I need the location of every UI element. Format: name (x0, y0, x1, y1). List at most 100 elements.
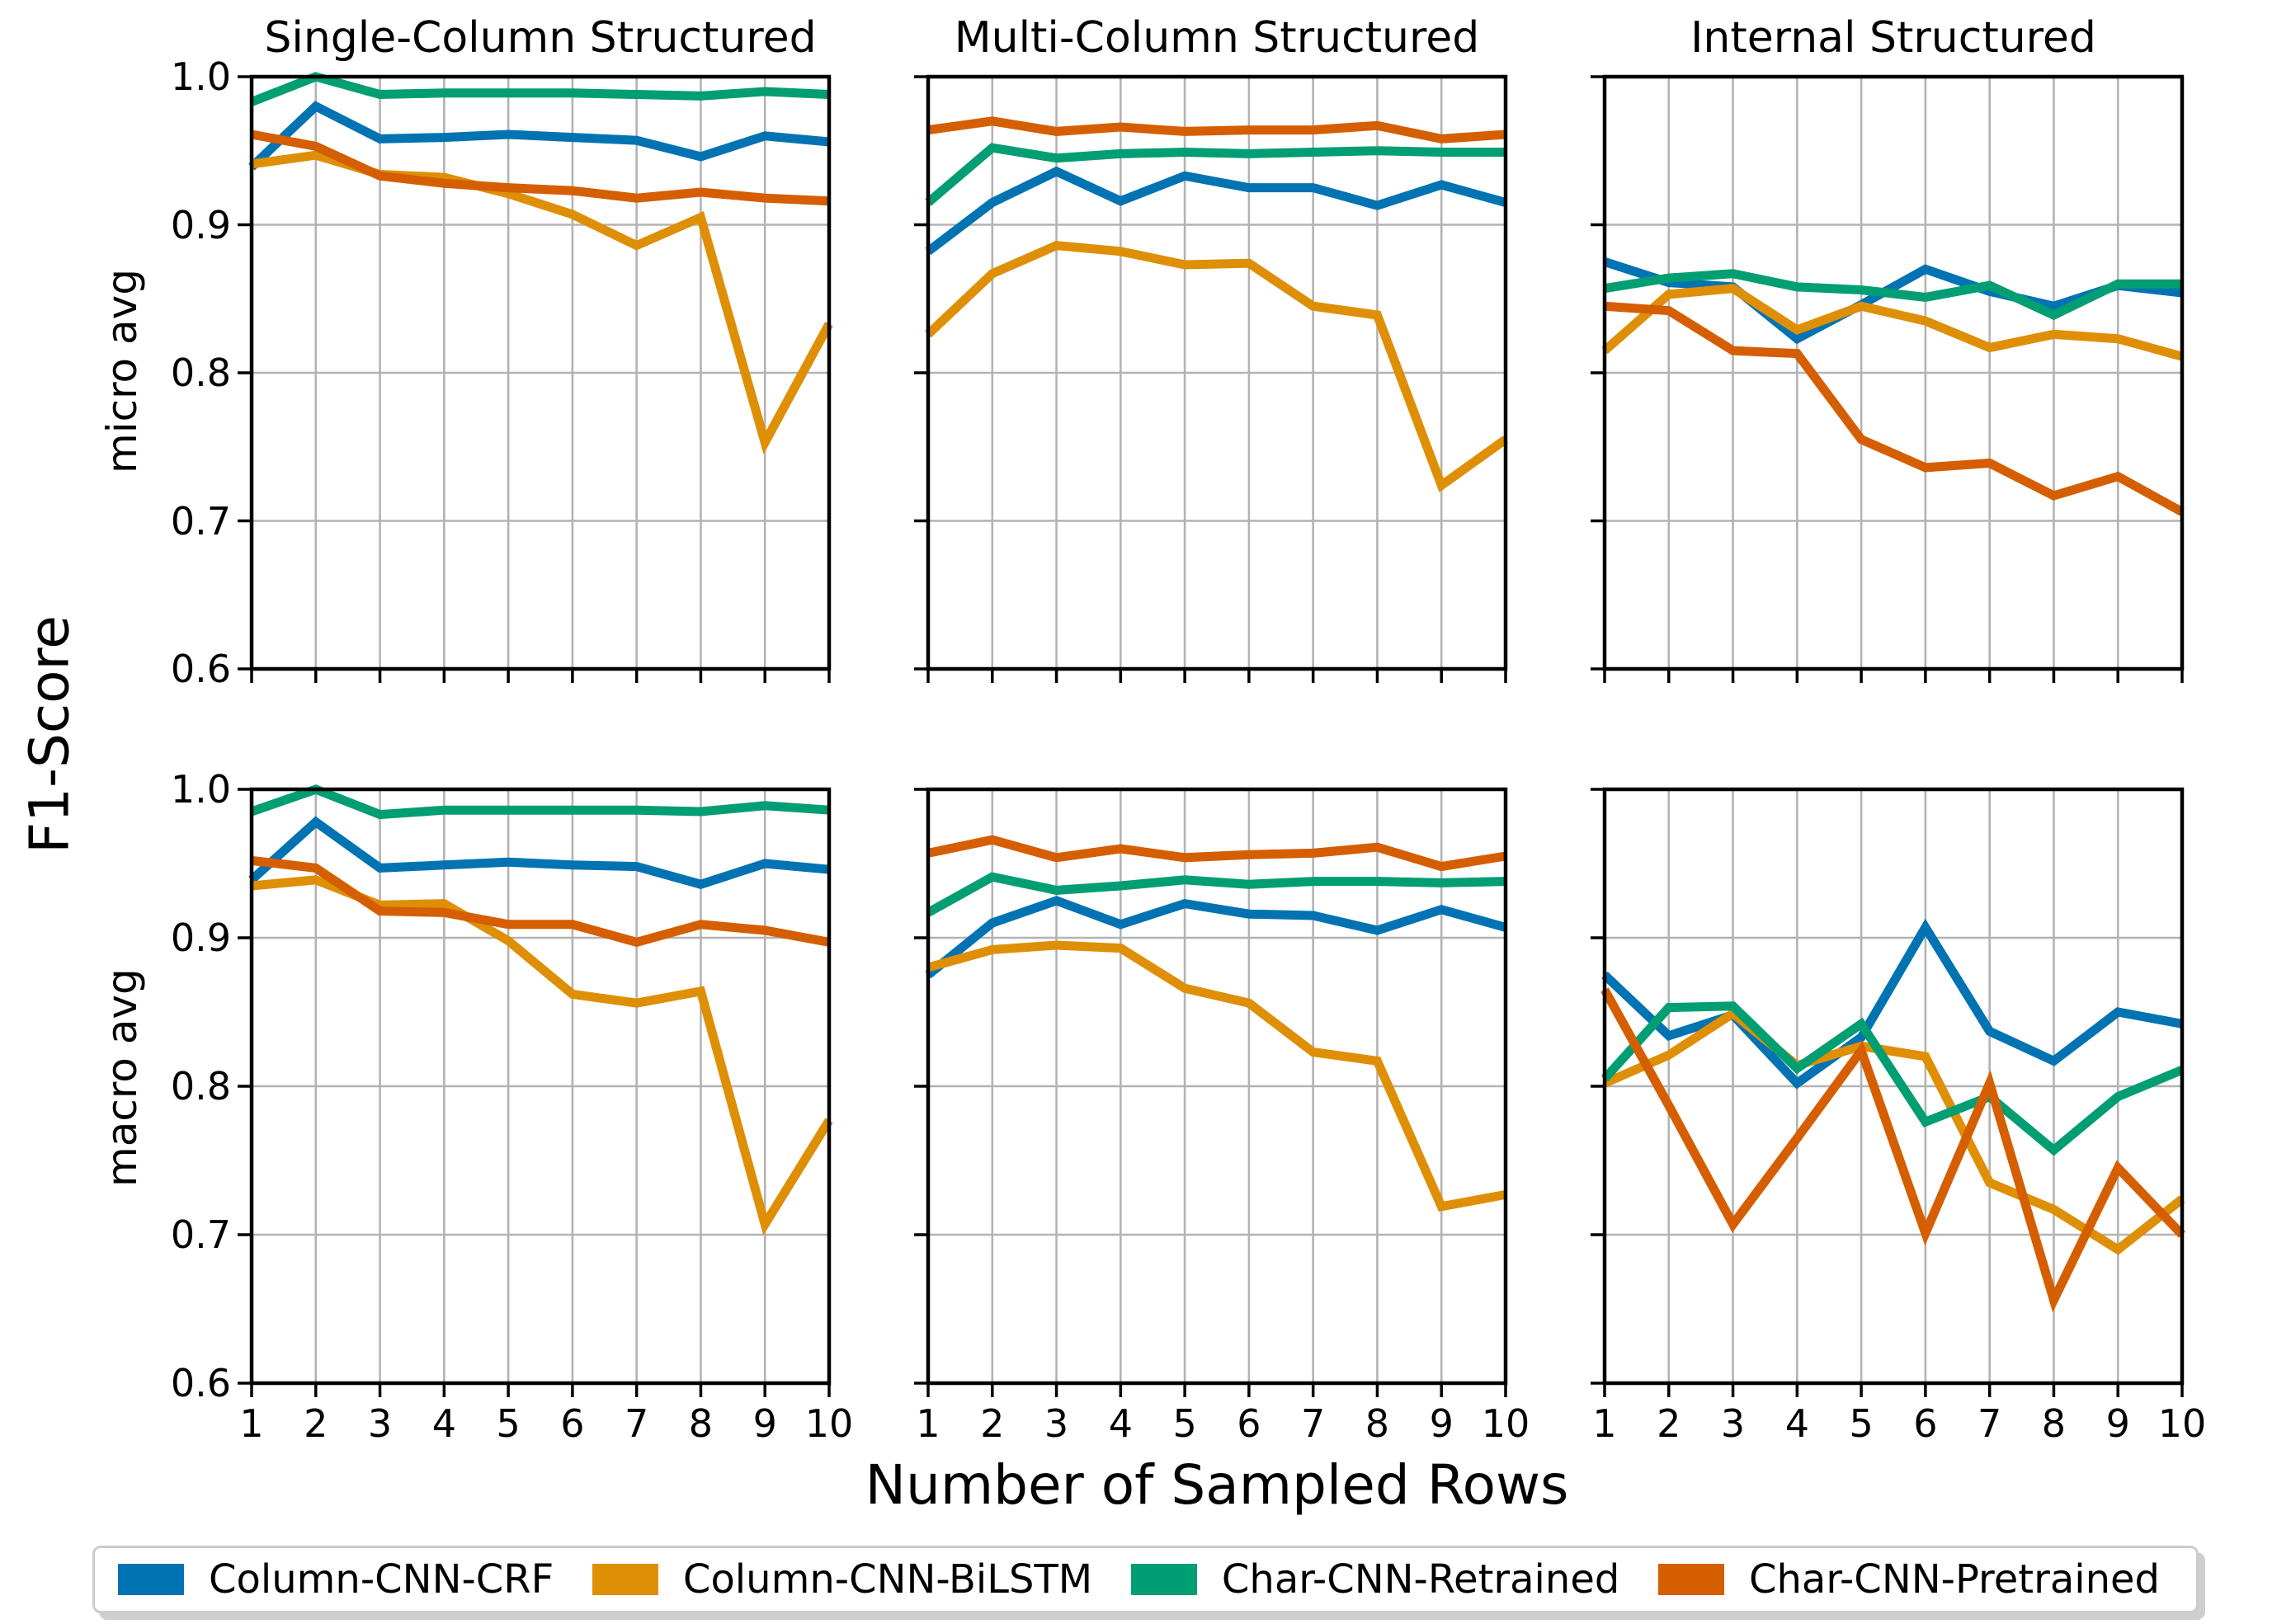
x-tick-label: 5 (1849, 1401, 1874, 1446)
x-tick-label: 7 (1978, 1401, 2002, 1446)
x-tick-label: 10 (804, 1401, 854, 1446)
series-line-column-cnn-bilstm (926, 940, 1507, 1212)
axes-spines (926, 787, 1508, 1386)
x-tick-label: 10 (2157, 1401, 2207, 1446)
series-line-char-cnn-pretrained (251, 855, 831, 948)
x-tick-label: 1 (239, 1401, 264, 1446)
axes-spines (1602, 787, 2185, 1386)
series-line-char-cnn-pretrained (251, 129, 830, 206)
subplot-micro-multi-column-structured (914, 74, 1509, 683)
y-tick-label: 0.9 (170, 202, 231, 247)
series-line-char-cnn-pretrained (927, 116, 1506, 144)
x-tick-label: 8 (2041, 1401, 2067, 1446)
x-tick-label: 2 (1657, 1401, 1681, 1446)
x-tick-label: 10 (1481, 1401, 1530, 1446)
y-tick-label: 1.0 (170, 54, 231, 99)
subplot-title-multi-column: Multi-Column Structured (954, 13, 1480, 63)
series-line-char-cnn-retrained (1604, 269, 2182, 321)
x-tick-label: 3 (367, 1401, 393, 1446)
subplot-macro-multi-column-structured (914, 787, 1508, 1397)
x-tick-label: 6 (1913, 1401, 1938, 1446)
y-tick-label: 0.9 (170, 916, 231, 960)
x-tick-label: 4 (1108, 1401, 1133, 1446)
x-tick-label: 3 (1720, 1401, 1746, 1446)
gridlines (1603, 77, 2184, 669)
legend-swatch-char-cnn-pretrained (1657, 1564, 1724, 1595)
x-tick-label: 7 (1301, 1401, 1326, 1446)
subplot-title-internal: Internal Structured (1690, 13, 2096, 63)
x-tick-label: 6 (560, 1401, 585, 1446)
subplot-title-single-column: Single-Column Structured (264, 13, 817, 63)
series-line-char-cnn-pretrained (1600, 987, 2185, 1313)
subplot-macro-single-column-structured (238, 784, 833, 1397)
axes-spines (249, 787, 832, 1386)
series-line-char-cnn-pretrained (926, 835, 1506, 872)
tick-marks (1591, 788, 2184, 1397)
series-line-column-cnn-crf (248, 101, 830, 171)
tick-marks (238, 75, 831, 683)
tick-marks (1591, 75, 2184, 683)
y-tick-label: 0.7 (170, 1212, 231, 1257)
legend-swatch-column-cnn-bilstm (592, 1564, 658, 1595)
y-tick-label: 1.0 (170, 767, 231, 812)
series-line-char-cnn-retrained (1600, 1001, 2185, 1156)
axes-spines (1602, 74, 2185, 671)
legend-entry-char-cnn-pretrained: Char-CNN-Pretrained (1657, 1556, 2160, 1603)
series-line-column-cnn-crf (248, 816, 830, 889)
series-line-column-cnn-bilstm (925, 241, 1509, 493)
legend-label-char-cnn-retrained: Char-CNN-Retrained (1221, 1556, 1620, 1603)
x-tick-label: 4 (1784, 1401, 1809, 1446)
y-tick-label: 0.6 (170, 1361, 231, 1405)
tick-marks (914, 788, 1507, 1397)
legend: Column-CNN-CRF Column-CNN-BiLSTM Char-CN… (92, 1546, 2199, 1613)
y-tick-label: 0.8 (170, 1064, 231, 1109)
y-axis-label: F1-Score (17, 615, 82, 854)
series-line-char-cnn-retrained (925, 143, 1506, 206)
subplot-macro-internal-structured (1591, 787, 2185, 1397)
tick-marks (914, 75, 1507, 683)
y-tick-label: 0.7 (170, 498, 231, 544)
x-tick-label: 7 (625, 1401, 649, 1446)
legend-entry-char-cnn-retrained: Char-CNN-Retrained (1130, 1556, 1620, 1603)
legend-label-char-cnn-pretrained: Char-CNN-Pretrained (1748, 1556, 2160, 1603)
x-tick-label: 9 (752, 1401, 777, 1446)
series-line-column-cnn-crf (925, 896, 1507, 979)
legend-entry-column-cnn-crf: Column-CNN-CRF (118, 1556, 554, 1603)
x-tick-label: 4 (431, 1401, 456, 1446)
subplot-micro-internal-structured (1591, 74, 2185, 683)
tick-marks (238, 788, 831, 1397)
x-tick-label: 8 (688, 1401, 714, 1446)
gridlines (1603, 789, 2184, 1383)
legend-entry-column-cnn-bilstm: Column-CNN-BiLSTM (592, 1556, 1092, 1603)
x-tick-label: 9 (1429, 1401, 1454, 1446)
x-tick-label: 8 (1365, 1401, 1390, 1446)
y-tick-label: 0.6 (170, 647, 231, 691)
y-tick-label: 0.8 (170, 351, 231, 395)
x-tick-label: 6 (1237, 1401, 1261, 1446)
series-line-column-cnn-crf (925, 166, 1507, 256)
series-line-char-cnn-retrained (249, 72, 830, 106)
x-tick-label: 5 (496, 1401, 521, 1446)
legend-label-column-cnn-crf: Column-CNN-CRF (209, 1556, 554, 1603)
legend-swatch-char-cnn-retrained (1130, 1564, 1197, 1595)
series-line-column-cnn-crf (1601, 918, 2184, 1090)
series-line-char-cnn-retrained (250, 784, 830, 820)
legend-swatch-column-cnn-crf (118, 1564, 184, 1595)
legend-label-column-cnn-bilstm: Column-CNN-BiLSTM (682, 1556, 1093, 1603)
series-line-column-cnn-bilstm (1601, 284, 2184, 361)
x-tick-label: 3 (1044, 1401, 1069, 1446)
x-tick-label: 1 (916, 1401, 940, 1446)
axes-spines (249, 74, 832, 671)
gridlines (926, 77, 1507, 669)
x-tick-label: 1 (1592, 1401, 1617, 1446)
series-line-char-cnn-pretrained (1604, 301, 2185, 516)
x-axis-label: Number of Sampled Rows (865, 1453, 1569, 1517)
x-tick-label: 9 (2105, 1401, 2130, 1446)
x-tick-label: 2 (980, 1401, 1005, 1446)
series-line-char-cnn-retrained (926, 872, 1506, 917)
x-tick-label: 2 (304, 1401, 328, 1446)
subplot-micro-single-column-structured (238, 72, 833, 683)
x-tick-label: 5 (1172, 1401, 1197, 1446)
axes-spines (926, 74, 1508, 671)
